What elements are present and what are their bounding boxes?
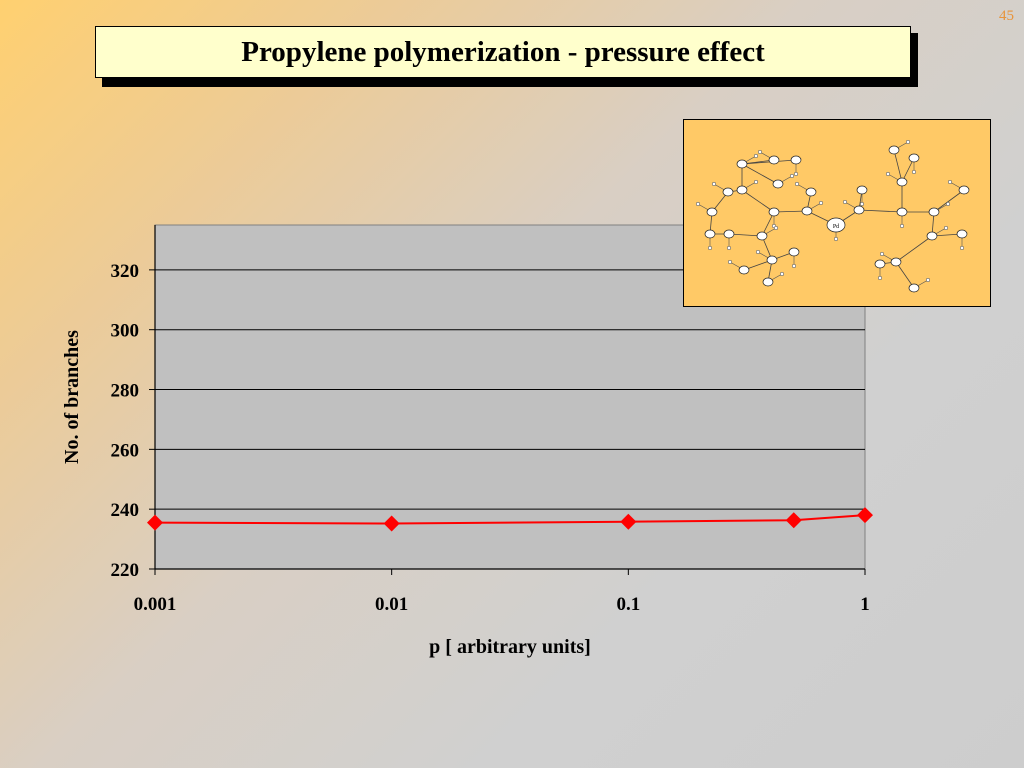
h-atom xyxy=(757,149,763,155)
c-atom xyxy=(908,283,920,293)
pd-atom-label: Pd xyxy=(833,224,839,230)
c-atom xyxy=(706,207,718,217)
c-atom xyxy=(853,205,865,215)
c-atom xyxy=(766,255,778,265)
c-atom xyxy=(928,207,940,217)
c-atom xyxy=(762,277,774,287)
y-tick-label: 320 xyxy=(111,261,140,282)
h-atom xyxy=(793,171,799,177)
c-atom xyxy=(805,187,817,197)
x-tick-label: 0.01 xyxy=(375,594,408,615)
pd-complex-structure-icon: Pd xyxy=(695,139,970,293)
h-atom xyxy=(877,275,883,281)
c-atom xyxy=(874,259,886,269)
bond xyxy=(858,209,903,213)
h-atom xyxy=(711,181,717,187)
y-tick-label: 300 xyxy=(111,321,140,342)
c-atom xyxy=(956,229,968,239)
h-atom xyxy=(695,201,701,207)
c-atom xyxy=(896,207,908,217)
h-atom xyxy=(707,245,713,251)
h-atom xyxy=(859,201,865,207)
data-point-diamond xyxy=(383,515,400,532)
h-atom xyxy=(773,225,779,231)
slide-number: 45 xyxy=(999,8,1014,24)
c-atom xyxy=(926,231,938,241)
x-tick-label: 1 xyxy=(860,594,870,615)
y-axis-label: No. of branches xyxy=(61,330,83,464)
bond xyxy=(728,233,763,237)
h-atom xyxy=(945,201,951,207)
c-atom xyxy=(768,207,780,217)
h-atom xyxy=(925,277,931,283)
y-tick-labels: 220 240 260 280 300 320 xyxy=(111,261,140,581)
series xyxy=(147,507,873,532)
c-atom xyxy=(958,185,970,195)
h-atom xyxy=(727,259,733,265)
h-atom xyxy=(794,181,800,187)
h-atom xyxy=(842,199,848,205)
c-atom xyxy=(736,159,748,169)
h-atom xyxy=(911,169,917,175)
h-atom xyxy=(789,173,795,179)
c-atom xyxy=(790,155,802,165)
bond xyxy=(741,163,779,185)
bond xyxy=(893,149,903,183)
x-tick-labels: 0.001 0.01 0.1 1 xyxy=(134,594,870,615)
c-atom xyxy=(890,257,902,267)
data-point-diamond xyxy=(147,514,163,531)
c-atom xyxy=(736,185,748,195)
h-atom xyxy=(791,263,797,269)
y-tick-label: 280 xyxy=(111,381,140,402)
c-atom xyxy=(772,179,784,189)
h-atom xyxy=(879,251,885,257)
slide-title: Propylene polymerization - pressure effe… xyxy=(95,26,911,78)
h-atom xyxy=(959,245,965,251)
c-atom xyxy=(856,185,868,195)
c-atom xyxy=(722,187,734,197)
x-tick-label: 0.001 xyxy=(134,594,177,615)
c-atom xyxy=(908,153,920,163)
h-atom xyxy=(947,179,953,185)
h-atom xyxy=(726,245,732,251)
bond xyxy=(773,210,808,213)
bond xyxy=(741,159,797,165)
c-atom xyxy=(888,145,900,155)
h-atom xyxy=(885,171,891,177)
y-tick-label: 220 xyxy=(111,560,140,581)
h-atom xyxy=(818,200,824,206)
data-point-diamond xyxy=(857,507,873,524)
x-tick-label: 0.1 xyxy=(616,594,640,615)
c-atom xyxy=(788,247,800,257)
data-point-diamond xyxy=(785,512,802,529)
h-atom xyxy=(905,139,911,145)
bond xyxy=(895,261,915,289)
c-atom xyxy=(756,231,768,241)
bond xyxy=(895,235,933,263)
y-tick-label: 260 xyxy=(111,440,140,461)
h-atom xyxy=(943,225,949,231)
bond xyxy=(933,189,965,213)
h-atom xyxy=(899,223,905,229)
axes xyxy=(149,225,866,575)
h-atom xyxy=(755,249,761,255)
h-atom xyxy=(753,179,759,185)
pd-atom xyxy=(826,217,846,233)
c-atom xyxy=(704,229,716,239)
h-atom xyxy=(779,271,785,277)
c-atom xyxy=(896,177,908,187)
molecule-structure-image: Pd xyxy=(683,119,991,307)
c-atom xyxy=(738,265,750,275)
h-atom xyxy=(833,236,839,242)
h-atom xyxy=(753,153,759,159)
bond xyxy=(741,189,775,213)
x-axis-label: p [ arbitrary units] xyxy=(429,636,591,658)
c-atom xyxy=(801,206,813,216)
c-atom xyxy=(768,155,780,165)
data-point-diamond xyxy=(620,513,637,530)
c-atom xyxy=(723,229,735,239)
y-tick-label: 240 xyxy=(111,500,140,521)
